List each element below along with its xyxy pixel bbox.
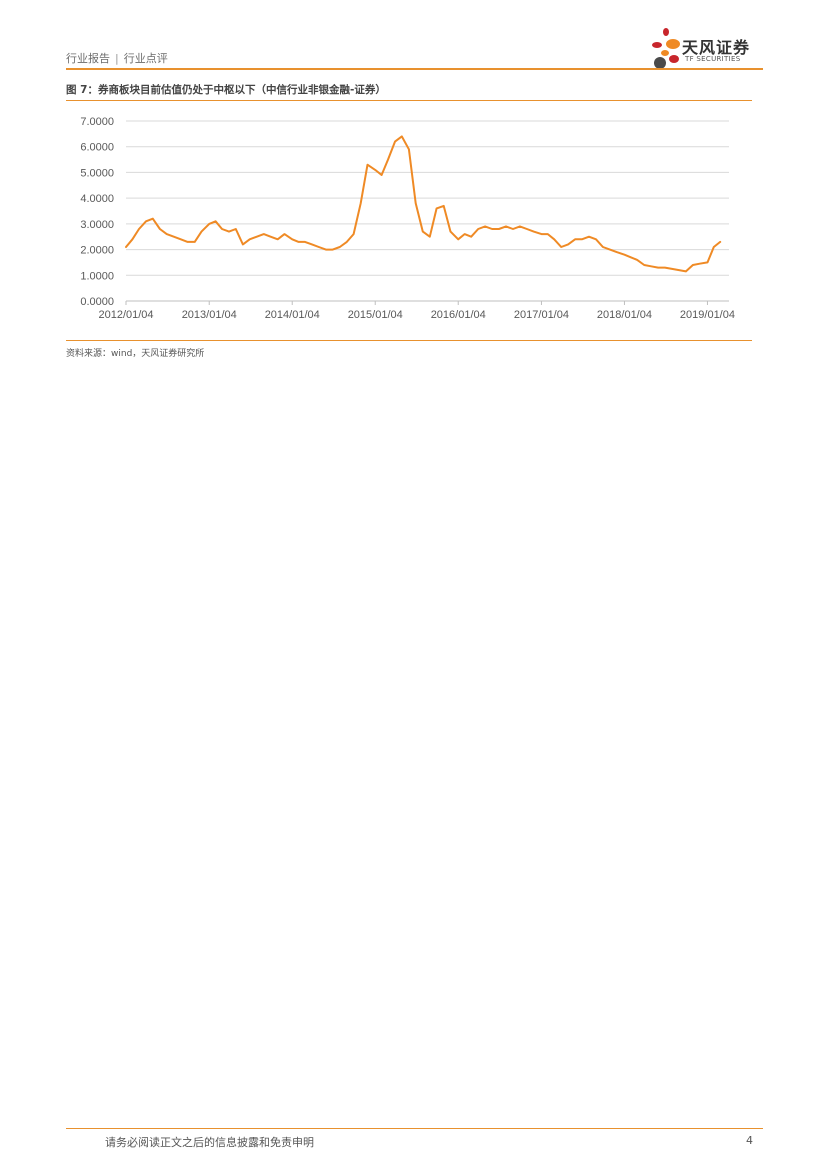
chart-bottom-divider	[66, 340, 752, 341]
source-note: 资料来源：wind，天风证券研究所	[66, 349, 205, 359]
header-divider	[66, 68, 763, 70]
logo-mark-icon	[652, 28, 680, 69]
figure-title: 图 7：券商板块目前估值仍处于中枢以下（中信行业非银金融-证券）	[66, 84, 386, 96]
x-tick-label: 2012/01/04	[98, 309, 153, 321]
figure-title-divider	[66, 100, 752, 101]
logo-name: 天风证券	[682, 38, 751, 57]
breadcrumb-subtype: 行业点评	[123, 52, 168, 65]
valuation-chart: 0.0000 1.0000 2.0000 3.0000 4.0000 5.0000 6.00…	[66, 108, 752, 330]
series-line	[125, 135, 722, 273]
company-logo: 天风证券 TF SECURITIES	[652, 26, 764, 70]
y-tick-label: 4.0000	[80, 193, 114, 205]
breadcrumb: 行业报告 | 行业点评	[66, 50, 168, 66]
breadcrumb-separator: |	[115, 52, 119, 65]
footer-divider	[66, 1128, 763, 1129]
y-tick-label: 6.0000	[80, 142, 114, 154]
y-tick-label: 7.0000	[80, 116, 114, 128]
x-tick-label: 2013/01/04	[182, 309, 237, 321]
y-tick-label: 5.0000	[80, 167, 114, 179]
footer-disclaimer: 请务必阅读正文之后的信息披露和免责申明	[105, 1136, 314, 1149]
x-tick-label: 2015/01/04	[348, 309, 403, 321]
y-tick-label: 3.0000	[80, 219, 114, 231]
page-number: 4	[746, 1134, 753, 1147]
x-tick-label: 2014/01/04	[265, 309, 320, 321]
x-tick-label: 2018/01/04	[597, 309, 652, 321]
page-header: 行业报告 | 行业点评 天风证券 TF SECURITIES	[66, 0, 763, 70]
x-tick-label: 2016/01/04	[431, 309, 486, 321]
breadcrumb-report-type: 行业报告	[66, 52, 110, 65]
x-tick-label: 2017/01/04	[514, 309, 569, 321]
x-tick-label: 2019/01/04	[680, 309, 735, 321]
chart-svg: 0.0000 1.0000 2.0000 3.0000 4.0000 5.0000 6.00…	[80, 116, 735, 321]
logo-english: TF SECURITIES	[685, 55, 741, 63]
y-tick-label: 1.0000	[80, 270, 114, 282]
y-tick-label: 2.0000	[80, 245, 114, 257]
y-tick-label: 0.0000	[80, 296, 114, 308]
